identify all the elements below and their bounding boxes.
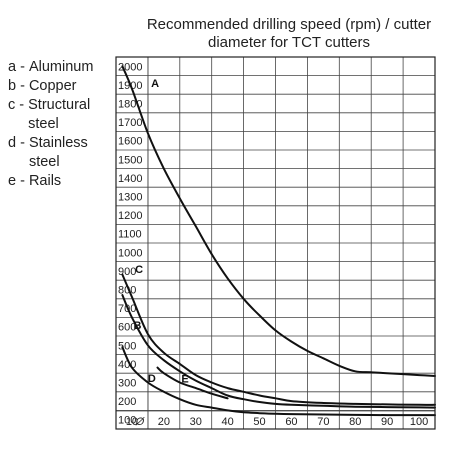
legend-entry-structural-steel: c - Structural steel bbox=[8, 96, 116, 134]
series-line-e bbox=[156, 366, 229, 400]
legend-key: b - bbox=[8, 78, 29, 94]
chart-title: Recommended drilling speed (rpm) / cutte… bbox=[114, 16, 464, 52]
series-label-d: D bbox=[148, 373, 156, 385]
y-tick-label: 1300 bbox=[118, 192, 142, 204]
legend-text: Aluminum bbox=[28, 59, 94, 75]
x-tick-label: 30 bbox=[190, 416, 202, 428]
series-line-c bbox=[121, 273, 436, 406]
chart-title-line-1: Recommended drilling speed (rpm) / cutte… bbox=[146, 16, 432, 33]
y-tick-label: 1600 bbox=[118, 136, 142, 148]
legend-text: Rails bbox=[28, 173, 62, 189]
x-tick-label: 90 bbox=[381, 416, 393, 428]
legend-key: e - bbox=[8, 173, 29, 189]
series-label-c: C bbox=[135, 264, 143, 276]
legend-text: Stainless steel bbox=[28, 135, 88, 170]
y-tick-label: 600 bbox=[118, 322, 136, 334]
y-tick-label: 800 bbox=[118, 285, 136, 297]
y-tick-label: 1400 bbox=[118, 173, 142, 185]
series-lines bbox=[121, 65, 436, 417]
y-tick-label: 1100 bbox=[118, 229, 142, 241]
y-tick-label: 1700 bbox=[118, 117, 142, 129]
x-tick-label: 40 bbox=[222, 416, 234, 428]
x-tick-label: 50 bbox=[253, 416, 265, 428]
y-tick-label: 1000 bbox=[118, 247, 142, 259]
legend-entry-stainless-steel: d - Stainless steel bbox=[8, 134, 116, 172]
y-tick-label: 1500 bbox=[118, 154, 142, 166]
legend-entry-aluminum: a - Aluminum bbox=[8, 58, 116, 77]
series-line-a bbox=[121, 65, 436, 377]
legend-entry-rails: e - Rails bbox=[8, 172, 116, 191]
x-tick-label: 70 bbox=[317, 416, 329, 428]
x-tick-label: 80 bbox=[349, 416, 361, 428]
legend-key: d - bbox=[8, 135, 29, 151]
plot-frame bbox=[115, 56, 436, 430]
y-tick-label: 500 bbox=[118, 340, 136, 352]
x-tick-label: 60 bbox=[285, 416, 297, 428]
y-tick-label: 900 bbox=[118, 266, 136, 278]
legend-key: c - bbox=[8, 97, 29, 113]
y-tick-label: 300 bbox=[118, 378, 136, 390]
series-labels: A B C D E bbox=[134, 78, 189, 385]
series-line-b bbox=[121, 294, 436, 409]
legend-key: a - bbox=[8, 59, 29, 75]
chart-title-line-2: diameter for TCT cutters bbox=[208, 34, 370, 51]
x-tick-label: 20 bbox=[158, 416, 170, 428]
tick-labels: 1002003004005006007008009001000110012001… bbox=[118, 61, 428, 428]
legend-text: Structural steel bbox=[28, 97, 91, 132]
y-tick-label: 200 bbox=[118, 396, 136, 408]
x-tick-label: 10 bbox=[126, 416, 138, 428]
x-tick-label: 100 bbox=[410, 416, 428, 428]
y-tick-label: 100 bbox=[118, 415, 136, 427]
series-label-b: B bbox=[134, 320, 142, 332]
x-origin-label: Ø bbox=[135, 416, 146, 428]
series-label-e: E bbox=[181, 373, 188, 385]
y-tick-label: 2000 bbox=[118, 61, 142, 73]
legend-entry-copper: b - Copper bbox=[8, 77, 116, 96]
chart-legend: a - Aluminum b - Copper c - Structural s… bbox=[8, 58, 116, 191]
legend-text: Copper bbox=[28, 78, 77, 94]
series-label-a: A bbox=[151, 78, 159, 90]
series-line-d bbox=[121, 346, 436, 417]
y-tick-label: 1200 bbox=[118, 210, 142, 222]
